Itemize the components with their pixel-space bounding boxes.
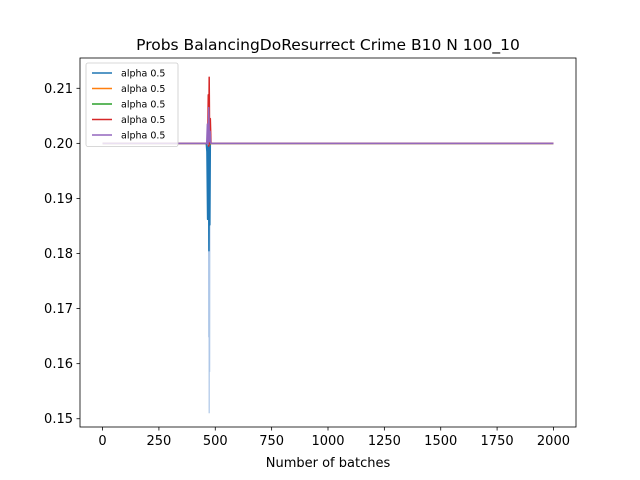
x-tick-label: 1250 bbox=[368, 434, 401, 449]
series-line-5 bbox=[102, 106, 554, 146]
axis-ticks: 0 250 500 750 1000 1250 1500 1750 2000 0.15 0.16 0.… bbox=[44, 82, 570, 449]
x-axis-label: Number of batches bbox=[266, 456, 391, 471]
legend-label-3: alpha 0.5 bbox=[121, 100, 165, 111]
y-tick-label: 0.15 bbox=[44, 412, 73, 427]
x-tick-label: 0 bbox=[98, 434, 106, 449]
legend-label-5: alpha 0.5 bbox=[121, 131, 165, 142]
x-tick-label: 500 bbox=[203, 434, 228, 449]
y-tick-label: 0.18 bbox=[44, 247, 73, 262]
x-tick-label: 1500 bbox=[424, 434, 457, 449]
x-tick-label: 750 bbox=[259, 434, 284, 449]
y-tick-label: 0.20 bbox=[44, 137, 73, 152]
x-tick-label: 2000 bbox=[537, 434, 570, 449]
x-tick-label: 250 bbox=[146, 434, 171, 449]
legend-label-2: alpha 0.5 bbox=[121, 84, 165, 95]
legend-box bbox=[85, 62, 179, 147]
x-tick-label: 1000 bbox=[311, 434, 344, 449]
y-tick-label: 0.17 bbox=[44, 302, 73, 317]
legend: alpha 0.5 alpha 0.5 alpha 0.5 alpha 0.5 alph… bbox=[85, 62, 179, 147]
plot-area bbox=[102, 76, 554, 414]
legend-label-4: alpha 0.5 bbox=[121, 115, 165, 126]
y-tick-label: 0.21 bbox=[44, 82, 73, 97]
y-tick-label: 0.19 bbox=[44, 192, 73, 207]
y-tick-label: 0.16 bbox=[44, 357, 73, 372]
x-tick-label: 1750 bbox=[481, 434, 514, 449]
chart-title: Probs BalancingDoResurrect Crime B10 N 1… bbox=[136, 36, 520, 55]
legend-label-1: alpha 0.5 bbox=[121, 69, 165, 80]
